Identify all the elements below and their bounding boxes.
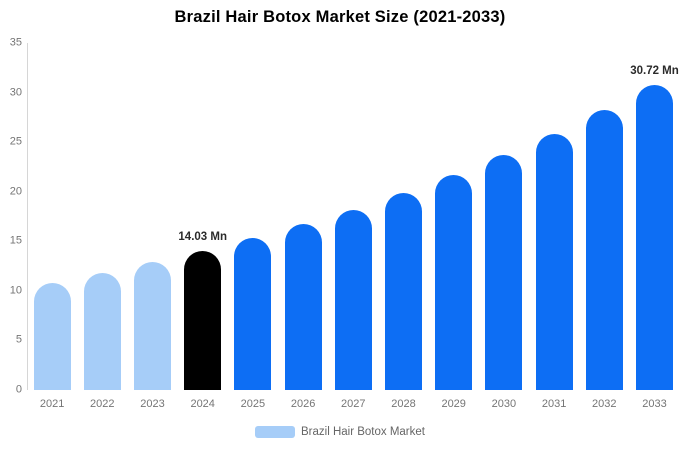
bar-2028[interactable] [385,192,422,390]
bar-2032[interactable] [585,110,623,390]
x-tick-label-2021: 2021 [39,398,65,410]
legend[interactable]: Brazil Hair Botox Market [0,426,680,438]
x-tick-label-2027: 2027 [341,398,366,410]
bar-2023[interactable] [134,262,171,390]
y-tick-label-30: 30 [9,86,22,99]
bar-2030[interactable] [485,155,523,390]
data-label-2033: 30.72 Mn [630,65,679,78]
x-tick-label-2028: 2028 [391,398,416,410]
y-axis-line [27,43,28,390]
legend-swatch [255,426,295,438]
bar-2021[interactable] [33,282,71,390]
bar-2025[interactable] [234,238,272,390]
y-tick-label-35: 35 [9,36,22,49]
x-tick-label-2025: 2025 [240,398,266,410]
bar-2022[interactable] [83,273,121,390]
x-tick-label-2029: 2029 [441,398,466,410]
x-tick-label-2033: 2033 [642,398,667,410]
y-tick-label-15: 15 [9,234,22,247]
y-tick-label-10: 10 [9,284,22,297]
legend-label: Brazil Hair Botox Market [301,426,425,438]
chart-title: Brazil Hair Botox Market Size (2021-2033… [174,8,506,26]
x-tick-label-2032: 2032 [592,398,617,410]
y-tick-label-0: 0 [15,383,22,396]
x-tick-label-2024: 2024 [190,398,215,410]
y-tick-label-25: 25 [9,135,22,148]
x-tick-label-2031: 2031 [541,398,567,410]
x-tick-label-2030: 2030 [491,398,517,410]
data-label-2024: 14.03 Mn [178,230,227,243]
bar-2031[interactable] [535,134,573,390]
x-tick-label-2026: 2026 [290,398,316,410]
x-tick-label-2023: 2023 [140,398,165,410]
x-tick-label-2022: 2022 [90,398,115,410]
y-tick-label-20: 20 [9,185,22,198]
y-tick-label-5: 5 [15,333,22,346]
bar-2033[interactable] [636,85,673,390]
bar-2027[interactable] [334,209,372,390]
bar-2024[interactable] [184,250,222,390]
bar-2029[interactable] [435,174,473,390]
bar-2026[interactable] [284,224,322,390]
